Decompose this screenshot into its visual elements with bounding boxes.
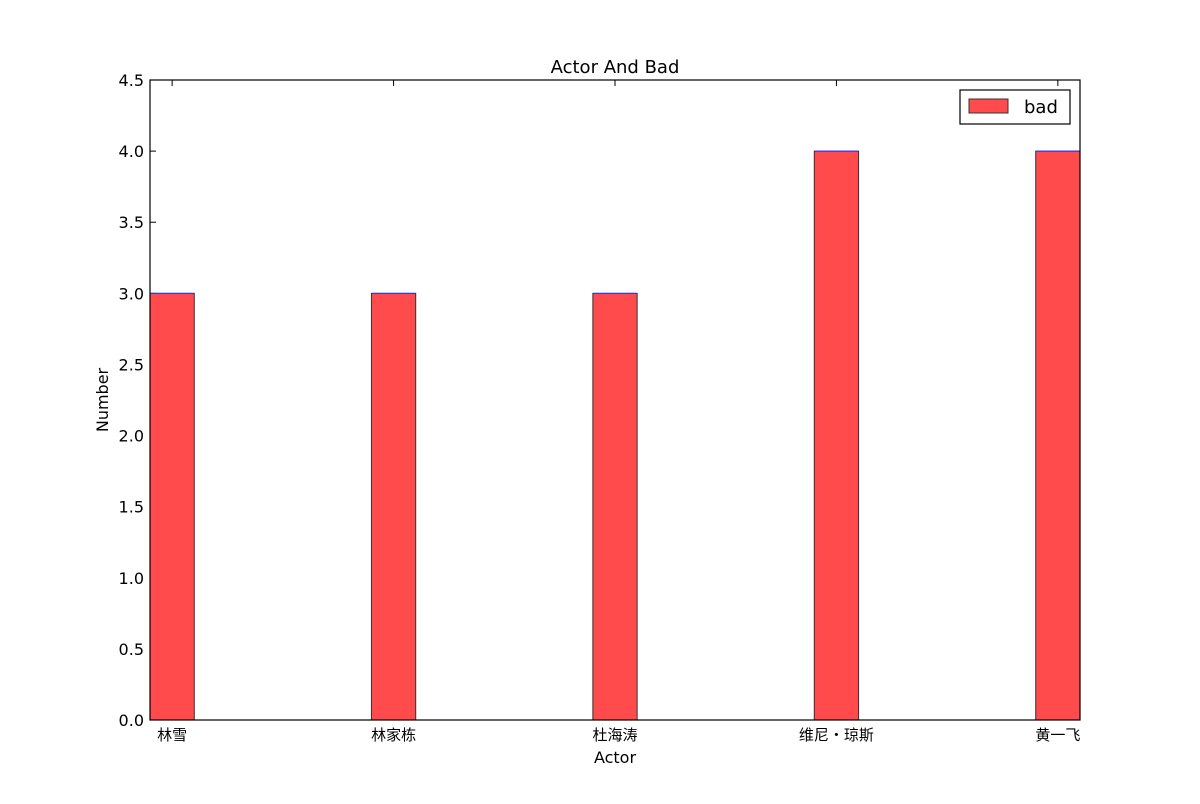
y-tick-label: 4.5 [119, 71, 144, 90]
legend: bad [959, 89, 1071, 125]
y-tick-label: 1.5 [119, 498, 144, 517]
bar [370, 292, 417, 721]
y-tick-label: 1.0 [119, 569, 144, 588]
x-tick-label: 维尼・琼斯 [799, 726, 874, 744]
x-axis-label: Actor [594, 748, 637, 767]
chart-title: Actor And Bad [551, 57, 680, 78]
x-tick-label: 林雪 [157, 726, 187, 744]
y-tick-label: 2.0 [119, 427, 144, 446]
x-tick-labels: 林雪 林家栋 杜海涛 维尼・琼斯 黄一飞 [157, 726, 1080, 744]
bar-series [149, 150, 1081, 721]
plot-area-frame [149, 79, 1081, 721]
legend-swatch [968, 98, 1009, 114]
y-tick-label: 0.0 [119, 711, 144, 730]
y-axis-label: Number [93, 367, 112, 432]
y-tick-label: 3.0 [119, 284, 144, 303]
legend-label: bad [1024, 97, 1058, 118]
x-tick-label: 林家栋 [371, 726, 416, 744]
y-tick-label: 0.5 [119, 640, 144, 659]
y-tick-label: 2.5 [119, 355, 144, 374]
bar [813, 150, 860, 721]
bar [592, 292, 638, 721]
y-tick-label: 4.0 [119, 142, 144, 161]
bar [1035, 150, 1081, 721]
y-tick-label: 3.5 [119, 213, 144, 232]
x-tick-label: 黄一飞 [1035, 726, 1080, 744]
x-tick-label: 杜海涛 [592, 726, 637, 744]
y-tick-labels: 0.0 0.5 1.0 1.5 2.0 2.5 3.0 3.5 4.0 4.5 [119, 71, 144, 730]
bar [149, 292, 195, 721]
